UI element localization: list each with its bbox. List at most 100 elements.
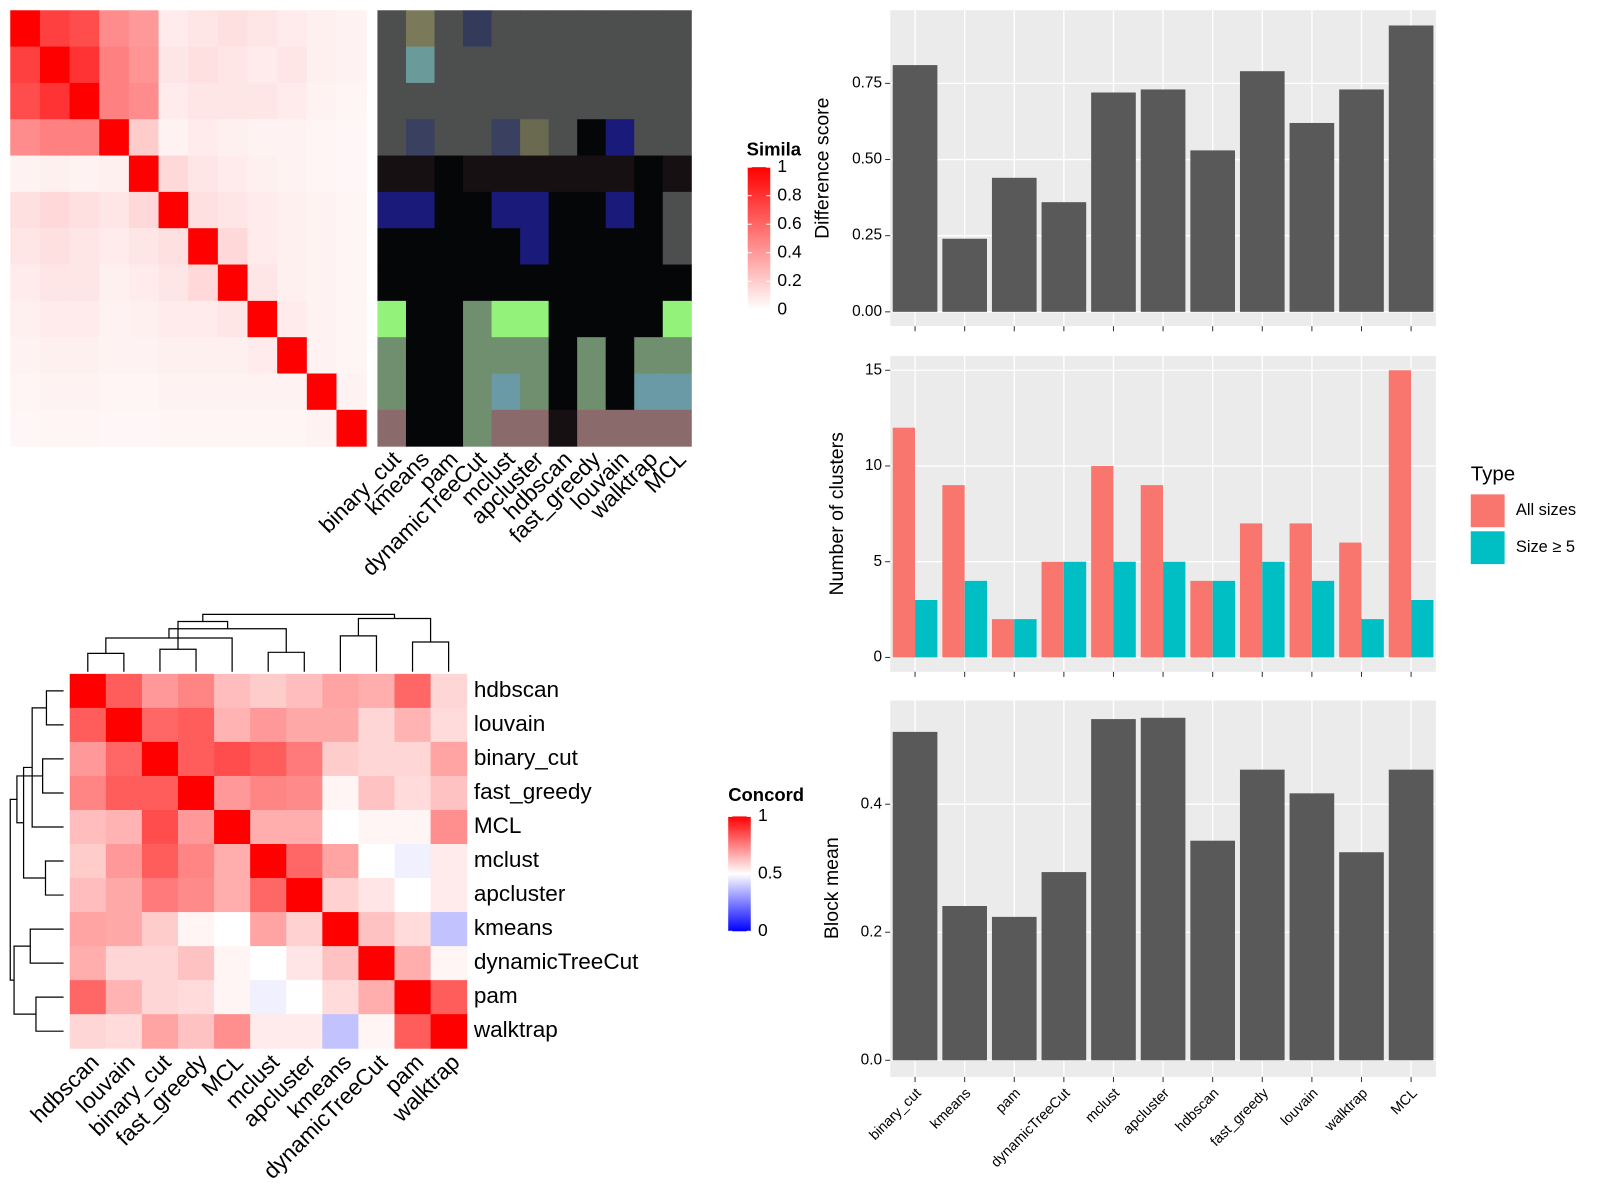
heatmap-cell	[10, 373, 41, 411]
heatmap-cell	[277, 337, 308, 375]
cluster-cell	[548, 409, 578, 447]
heatmap-cell	[69, 707, 107, 743]
bar	[942, 485, 965, 658]
cluster-cell	[434, 155, 464, 193]
heatmap-cell	[430, 946, 468, 981]
heatmap-cell	[188, 191, 219, 229]
heatmap-cell	[250, 809, 287, 845]
dendrogram-top	[177, 620, 229, 650]
heatmap-cell	[430, 878, 468, 913]
legend-label: Size ≥ 5	[1516, 538, 1575, 556]
cluster-cell	[434, 10, 464, 48]
heatmap-cell	[306, 10, 338, 48]
heatmap-cell	[105, 1014, 143, 1049]
heatmap-cell	[39, 191, 71, 229]
bar	[1388, 25, 1434, 312]
heatmap-cell	[336, 46, 367, 84]
bar	[1041, 561, 1064, 658]
cluster-cell	[463, 300, 493, 338]
cluster-cell	[377, 46, 407, 84]
heatmap-cell	[99, 46, 130, 84]
heatmap-cell	[188, 409, 219, 447]
heatmap-cell	[141, 741, 179, 777]
heatmap-cell	[39, 373, 71, 411]
cluster-cell	[491, 228, 521, 266]
cluster-cell	[605, 300, 635, 338]
cluster-cell	[377, 191, 407, 229]
heatmap-cell	[177, 809, 215, 845]
cluster-cell	[520, 82, 550, 120]
heatmap-cell	[286, 775, 323, 811]
bar	[915, 600, 938, 658]
cluster-cell	[548, 373, 578, 411]
cluster-cell	[548, 155, 578, 193]
cluster-cell	[491, 264, 521, 302]
heatmap-cell	[277, 46, 308, 84]
heatmap-cell	[336, 191, 367, 229]
heatmap-cell	[250, 741, 287, 777]
heatmap-cell	[99, 10, 130, 48]
heatmap-cell	[430, 809, 468, 845]
heatmap-cell	[158, 82, 189, 120]
heatmap-cell	[358, 912, 396, 947]
heatmap-cell	[322, 980, 359, 1015]
cluster-cell	[377, 337, 407, 375]
cluster-cell	[520, 228, 550, 266]
heatmap-cell	[217, 10, 249, 48]
cluster-cell	[377, 264, 407, 302]
heatmap-cell	[141, 1014, 179, 1049]
heatmap-cell	[105, 673, 143, 709]
bar	[1339, 852, 1384, 1061]
bar	[1190, 580, 1213, 658]
heatmap-cell	[99, 119, 130, 157]
heatmap-cell	[250, 1014, 287, 1049]
cluster-cell	[577, 337, 607, 375]
bar	[1262, 561, 1285, 658]
cluster-cell	[577, 409, 607, 447]
cluster-cell	[605, 409, 635, 447]
bar	[1140, 89, 1186, 312]
cluster-cell	[491, 46, 521, 84]
heatmap-cell	[286, 844, 323, 879]
row-label: walktrap	[473, 1017, 558, 1042]
heatmap-cell	[394, 673, 432, 709]
heatmap-cell	[217, 373, 249, 411]
dendrogram-top	[87, 652, 125, 672]
heatmap-cell	[358, 707, 396, 743]
heatmap-cell	[286, 1014, 323, 1049]
cluster-cell	[662, 300, 692, 338]
cluster-cell	[405, 191, 436, 229]
heatmap-cell	[277, 373, 308, 411]
heatmap-cell	[336, 155, 367, 193]
heatmap-cell	[69, 741, 107, 777]
legend-tick-label: 0.2	[777, 270, 801, 290]
heatmap-cell	[214, 844, 251, 879]
x-tick-label: apcluster	[1120, 1085, 1173, 1138]
dendrogram-left	[42, 758, 64, 794]
heatmap-cell	[322, 946, 359, 981]
cluster-cell	[491, 191, 521, 229]
y-tick-label: 10	[865, 457, 882, 474]
cluster-cell	[662, 10, 692, 48]
heatmap-cell	[99, 300, 130, 338]
heatmap-cell	[10, 228, 41, 266]
heatmap-cell	[188, 228, 219, 266]
cluster-cell	[463, 119, 493, 157]
heatmap-cell	[214, 809, 251, 845]
cluster-cell	[463, 155, 493, 193]
x-tick-label: walktrap	[1321, 1085, 1371, 1135]
heatmap-cell	[306, 409, 338, 447]
heatmap-cell	[69, 10, 100, 48]
heatmap-cell	[10, 119, 41, 157]
heatmap-cell	[277, 191, 308, 229]
row-label: apcluster	[474, 881, 566, 906]
heatmap-cell	[247, 46, 278, 84]
row-label: hdbscan	[474, 677, 559, 702]
cluster-cell	[491, 337, 521, 375]
heatmap-cell	[277, 264, 308, 302]
legend-key	[1470, 494, 1505, 528]
bar	[1239, 769, 1285, 1061]
row-label: louvain	[474, 711, 545, 736]
heatmap-cell	[336, 337, 367, 375]
heatmap-cell	[247, 10, 278, 48]
